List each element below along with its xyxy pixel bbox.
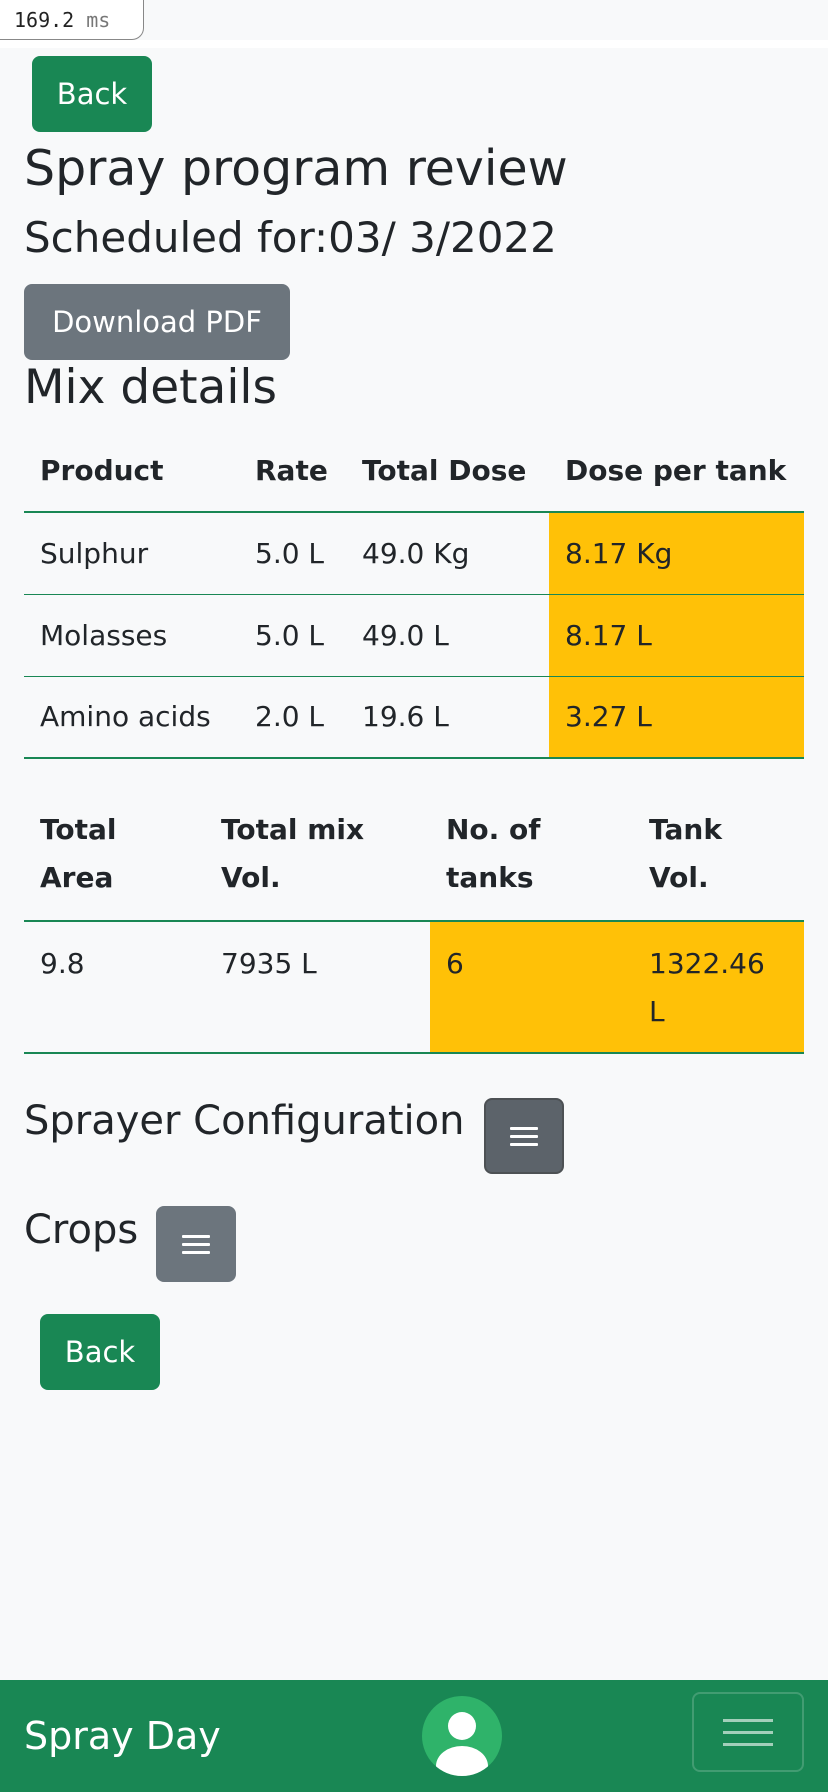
cell-dose-per-tank: 8.17 L [549,594,804,676]
table-row: 9.8 7935 L 6 1322.46 L [24,921,804,1053]
cell-total-mix-vol: 7935 L [205,921,430,1053]
crops-heading: Crops [24,1207,138,1253]
cell-total-dose: 49.0 Kg [346,512,549,594]
cell-rate: 5.0 L [239,512,346,594]
table-row: Molasses 5.0 L 49.0 L 8.17 L [24,594,804,676]
sprayer-configuration-toggle-button[interactable] [484,1098,564,1174]
hamburger-icon [182,1230,210,1259]
mix-details-table: Product Rate Total Dose Dose per tank Su… [24,440,804,759]
brand-link[interactable]: Spray Day [24,1714,221,1758]
header-total-area: Total Area [24,800,205,921]
header-total-dose: Total Dose [346,440,549,512]
timer-unit: ms [86,8,110,32]
back-button-bottom[interactable]: Back [40,1314,160,1390]
cell-product: Amino acids [24,676,239,758]
cell-dose-per-tank: 3.27 L [549,676,804,758]
cell-no-of-tanks: 6 [430,921,633,1053]
totals-table-header-row: Total Area Total mix Vol. No. of tanks T… [24,800,804,921]
navbar-toggler-button[interactable] [692,1692,804,1772]
sprayer-configuration-heading: Sprayer Configuration [24,1098,464,1144]
render-timer: 169.2 ms [0,0,144,40]
cell-total-area: 9.8 [24,921,205,1053]
footer-navbar: Spray Day [0,1680,828,1792]
user-avatar-icon[interactable] [422,1696,502,1776]
cell-rate: 2.0 L [239,676,346,758]
timer-value: 169.2 [14,8,74,32]
cell-tank-vol: 1322.46 L [633,921,804,1053]
download-pdf-button[interactable]: Download PDF [24,284,290,360]
cell-total-dose: 49.0 L [346,594,549,676]
table-row: Sulphur 5.0 L 49.0 Kg 8.17 Kg [24,512,804,594]
header-rate: Rate [239,440,346,512]
cell-dose-per-tank: 8.17 Kg [549,512,804,594]
header-tank-vol: Tank Vol. [633,800,804,921]
table-row: Amino acids 2.0 L 19.6 L 3.27 L [24,676,804,758]
hamburger-icon [723,1710,773,1755]
header-dose-per-tank: Dose per tank [549,440,804,512]
header-no-of-tanks: No. of tanks [430,800,633,921]
cell-product: Sulphur [24,512,239,594]
page-title: Spray program review [24,140,568,197]
crops-toggle-button[interactable] [156,1206,236,1282]
cell-rate: 5.0 L [239,594,346,676]
cell-product: Molasses [24,594,239,676]
back-button-top[interactable]: Back [32,56,152,132]
header-product: Product [24,440,239,512]
mix-table-header-row: Product Rate Total Dose Dose per tank [24,440,804,512]
top-band [0,40,828,48]
mix-details-heading: Mix details [24,360,277,415]
totals-table: Total Area Total mix Vol. No. of tanks T… [24,800,804,1054]
cell-total-dose: 19.6 L [346,676,549,758]
scheduled-date: Scheduled for:03/ 3/2022 [24,213,557,262]
hamburger-icon [510,1122,538,1151]
header-total-mix-vol: Total mix Vol. [205,800,430,921]
